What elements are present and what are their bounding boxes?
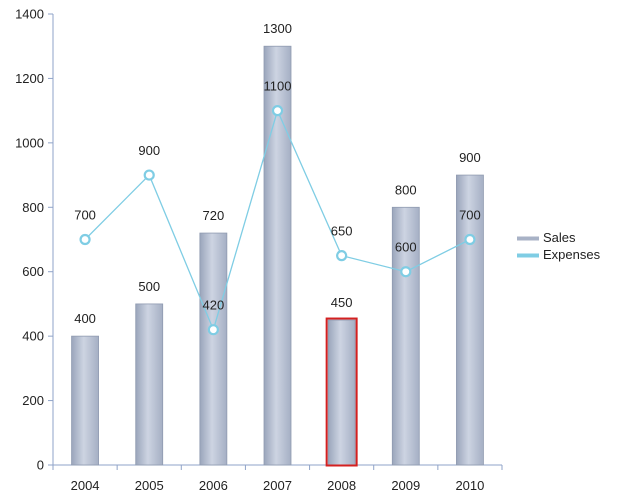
expenses-point[interactable] bbox=[207, 324, 219, 336]
expenses-point[interactable] bbox=[143, 169, 155, 181]
expenses-line bbox=[79, 105, 476, 336]
y-tick-label: 200 bbox=[22, 393, 44, 408]
sales-value-label: 500 bbox=[138, 279, 160, 294]
y-tick-label: 400 bbox=[22, 329, 44, 344]
legend-swatch-expenses bbox=[517, 253, 539, 258]
y-tick-label: 0 bbox=[37, 458, 44, 473]
expenses-point[interactable] bbox=[400, 266, 412, 278]
highlight-box bbox=[325, 317, 358, 467]
sales-bar[interactable] bbox=[456, 174, 484, 466]
data-labels: 400 500 720 1300 450 800 900 700 900 420 1100 650 60… bbox=[74, 21, 481, 326]
sales-bar[interactable] bbox=[327, 319, 356, 466]
y-tick-label: 800 bbox=[22, 200, 44, 215]
expenses-value-label: 700 bbox=[74, 208, 96, 223]
y-tick-label: 1400 bbox=[15, 7, 44, 22]
expenses-value-label: 700 bbox=[459, 208, 481, 223]
legend: Sales Expenses bbox=[517, 230, 601, 262]
expenses-point[interactable] bbox=[271, 105, 284, 117]
x-tick-label: 2006 bbox=[199, 478, 228, 493]
x-tick-label: 2005 bbox=[135, 478, 164, 493]
x-tick-label: 2007 bbox=[263, 478, 292, 493]
sales-bar[interactable] bbox=[391, 206, 420, 466]
expenses-point[interactable] bbox=[464, 233, 476, 246]
sales-value-label: 1300 bbox=[263, 21, 292, 36]
expenses-value-label: 900 bbox=[138, 143, 160, 158]
y-tick-label: 600 bbox=[22, 264, 44, 279]
expenses-value-label: 420 bbox=[203, 298, 225, 313]
sales-value-label: 400 bbox=[74, 311, 96, 326]
sales-value-label: 900 bbox=[459, 150, 481, 165]
legend-swatch-sales bbox=[517, 236, 539, 241]
axes: 0 200 400 600 800 1000 1200 1400 2004 2005 2006 200… bbox=[15, 7, 503, 493]
sales-bar[interactable] bbox=[135, 303, 164, 466]
expenses-point[interactable] bbox=[79, 233, 91, 246]
sales-bar[interactable] bbox=[199, 232, 228, 466]
x-tick-label: 2004 bbox=[71, 478, 100, 493]
expenses-value-label: 600 bbox=[395, 240, 417, 255]
y-tick-label: 1200 bbox=[15, 71, 44, 86]
y-tick-label: 1000 bbox=[15, 135, 44, 150]
x-tick-label: 2008 bbox=[327, 478, 356, 493]
sales-bar[interactable] bbox=[71, 335, 99, 466]
sales-value-label: 450 bbox=[331, 295, 353, 310]
sales-value-label: 800 bbox=[395, 182, 417, 197]
legend-label-sales: Sales bbox=[543, 230, 576, 245]
x-tick-label: 2010 bbox=[455, 478, 484, 493]
x-tick-label: 2009 bbox=[391, 478, 420, 493]
sales-value-label: 720 bbox=[203, 208, 225, 223]
sales-bars bbox=[71, 45, 484, 467]
expenses-value-label: 1100 bbox=[264, 79, 292, 94]
expenses-value-label: 650 bbox=[331, 224, 353, 239]
legend-label-expenses: Expenses bbox=[543, 247, 601, 262]
expenses-point[interactable] bbox=[336, 250, 348, 262]
